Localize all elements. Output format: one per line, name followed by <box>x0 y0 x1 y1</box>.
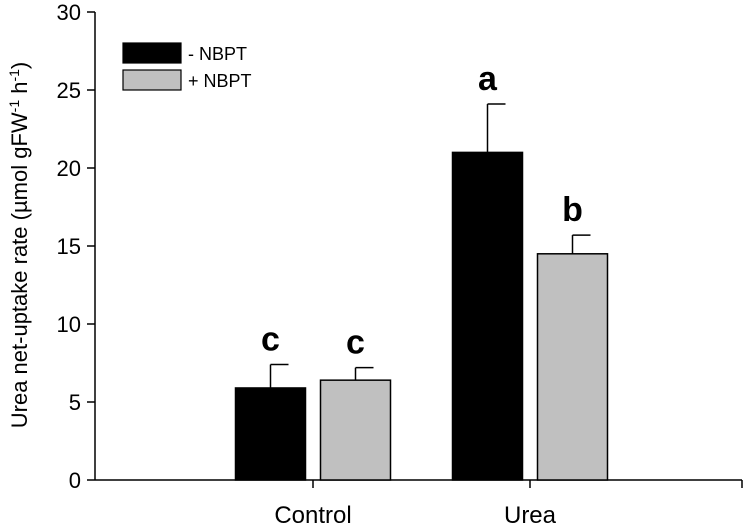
significance-letter: c <box>261 321 280 359</box>
legend-swatch <box>122 42 182 64</box>
legend-label: + NBPT <box>188 71 252 91</box>
y-tick-label: 30 <box>57 0 81 25</box>
significance-letter: b <box>562 191 583 229</box>
significance-letter: c <box>346 324 365 362</box>
y-axis-label: Urea net-uptake rate (µmol gFW-1 h-1) <box>6 62 32 429</box>
bar <box>451 151 524 481</box>
y-tick-label: 10 <box>57 312 81 337</box>
y-tick-label: 0 <box>69 468 81 493</box>
x-category-labels: Control Urea <box>274 480 557 528</box>
significance-letter: a <box>478 60 498 98</box>
bar <box>319 379 392 481</box>
legend: - NBPT + NBPT <box>122 42 252 91</box>
bar <box>234 387 307 481</box>
x-category-label: Control <box>274 502 351 528</box>
bars-group: c a c b <box>234 60 609 481</box>
bar <box>536 253 609 481</box>
y-tick-label: 15 <box>57 234 81 259</box>
y-tick-label: 25 <box>57 78 81 103</box>
x-category-label: Urea <box>504 502 557 528</box>
y-tick-label: 5 <box>69 390 81 415</box>
legend-swatch <box>122 69 182 91</box>
legend-label: - NBPT <box>188 44 247 64</box>
y-tick-label: 20 <box>57 156 81 181</box>
y-ticks: 0 5 10 15 20 25 30 <box>57 0 95 493</box>
